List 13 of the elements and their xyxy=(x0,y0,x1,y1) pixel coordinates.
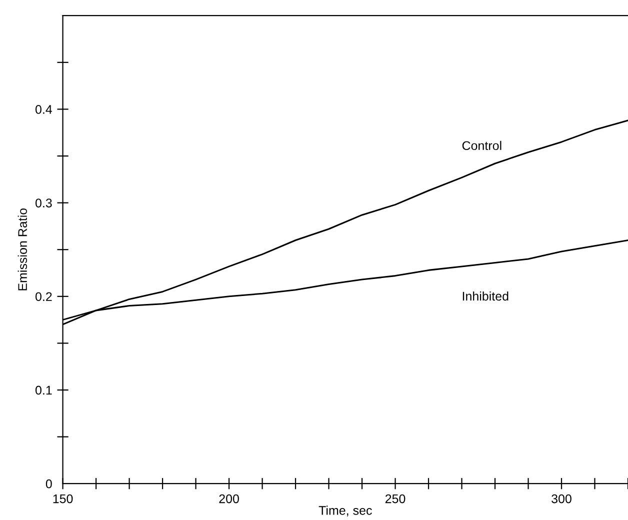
x-tick-label: 200 xyxy=(219,494,239,504)
y-tick-label: 0.4 xyxy=(35,105,52,114)
x-tick-label: 250 xyxy=(385,494,406,504)
x-axis-title: Time, sec xyxy=(318,506,372,516)
y-tick-label: 0.3 xyxy=(35,198,52,208)
y-axis-title: Emission Ratio xyxy=(18,208,27,290)
x-tick-label: 150 xyxy=(53,494,73,504)
y-tick-label: 0.1 xyxy=(35,386,52,395)
series-label: Inhibited xyxy=(462,291,508,301)
x-tick-label: 300 xyxy=(552,494,572,504)
series-label: Control xyxy=(462,140,502,150)
y-tick-label: 0 xyxy=(46,479,52,488)
y-tick-label: 0.2 xyxy=(35,292,52,302)
